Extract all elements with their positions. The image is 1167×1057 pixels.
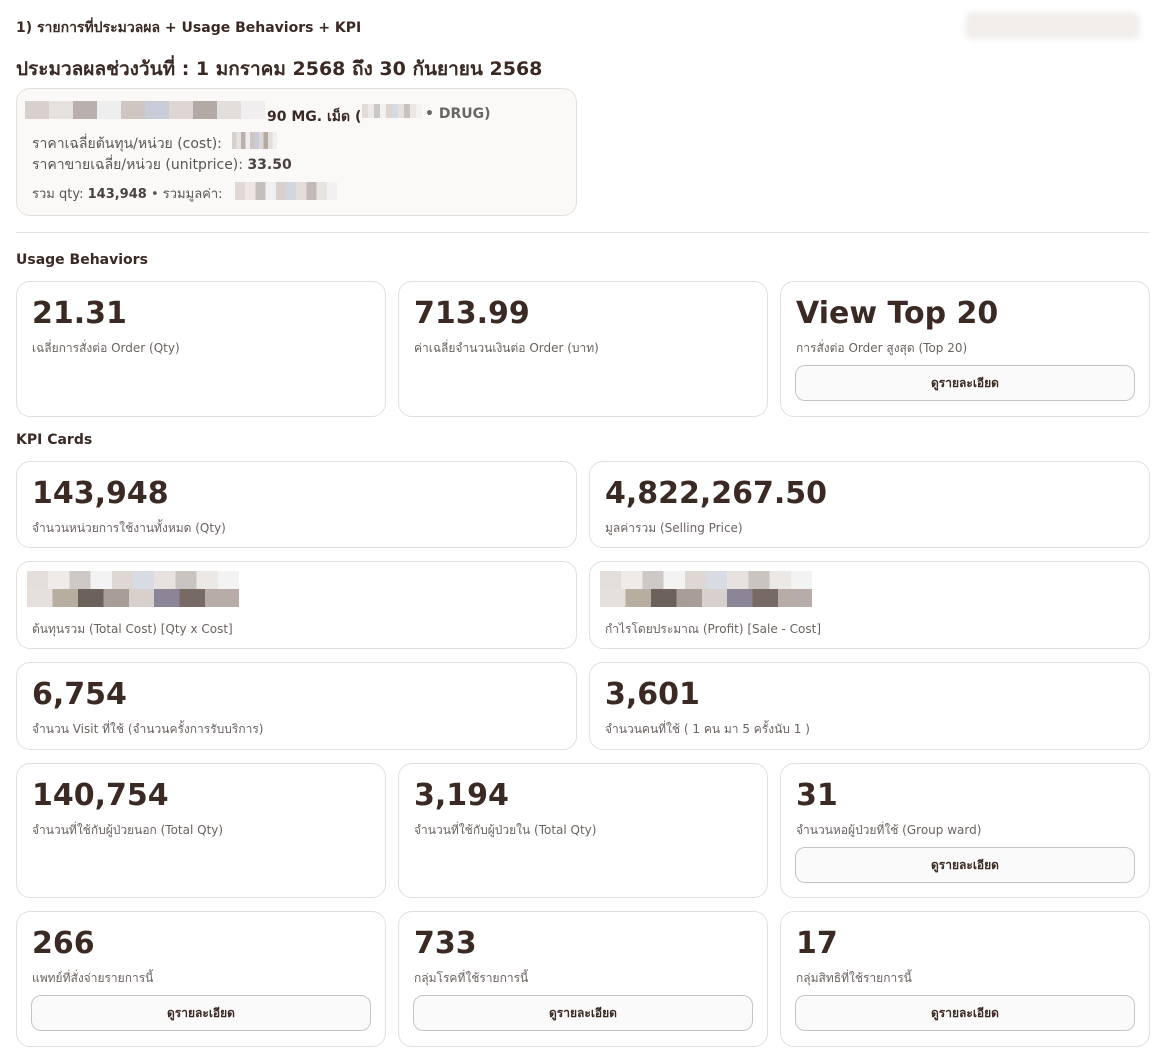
card-value: 140,754	[32, 778, 169, 813]
card-value: 3,601	[605, 677, 700, 712]
card-value: 733	[414, 926, 477, 961]
card-label: เฉลี่ยการสั่งต่อ Order (Qty)	[32, 341, 180, 355]
divider	[16, 232, 1149, 233]
period: ประมวลผลช่วงวันที่ : 1 มกราคม 2568 ถึง 3…	[16, 58, 543, 80]
card: ต้นทุนรวม (Total Cost) [Qty x Cost]	[16, 561, 577, 649]
card-value: 713.99	[414, 296, 530, 331]
card: 140,754 จำนวนที่ใช้กับผู้ป่วยนอก (Total Q…	[16, 763, 386, 898]
section-title: KPI Cards	[16, 432, 93, 448]
card-label: กลุ่มสิทธิที่ใช้รายการนี้	[796, 971, 912, 985]
qty: 143,948	[87, 187, 147, 202]
card-value: 21.31	[32, 296, 127, 331]
card: 3,194 จำนวนที่ใช้กับผู้ป่วยใน (Total Qty)	[398, 763, 768, 898]
card-label: มูลค่ารวม (Selling Price)	[605, 521, 743, 535]
card: 733 กลุ่มโรคที่ใช้รายการนี้ดูรายละเอียด	[398, 911, 768, 1047]
card-value: View Top 20	[796, 296, 999, 331]
redacted	[232, 132, 277, 149]
unitprice: 33.50	[247, 157, 292, 173]
card-label: จำนวนที่ใช้กับผู้ป่วยนอก (Total Qty)	[32, 823, 224, 837]
unitprice-row: ราคาขายเฉลี่ย/หน่วย (unitprice): 33.50	[32, 154, 292, 176]
redacted	[235, 182, 337, 200]
redacted	[25, 101, 265, 119]
card: View Top 20 การสั่งต่อ Order สูงสุด (Top …	[780, 281, 1150, 417]
card: 17 กลุ่มสิทธิที่ใช้รายการนี้ดูรายละเอียด	[780, 911, 1150, 1047]
redacted	[362, 104, 422, 118]
page-title: 1) รายการที่ประมวลผล + Usage Behaviors +…	[16, 20, 362, 36]
detail-button[interactable]: ดูรายละเอียด	[795, 365, 1135, 401]
card: 4,822,267.50 มูลค่ารวม (Selling Price)	[589, 461, 1150, 548]
card-value: 143,948	[32, 476, 169, 511]
qty-row: รวม qty: 143,948 • รวมมูลค่า:	[32, 183, 223, 204]
card-label: จำนวน Visit ที่ใช้ (จำนวนครั้งการรับบริก…	[32, 722, 264, 736]
redacted	[27, 589, 239, 607]
detail-button[interactable]: ดูรายละเอียด	[795, 847, 1135, 883]
redacted	[600, 571, 812, 589]
item-type: • DRUG)	[425, 106, 491, 122]
card-label: จำนวนที่ใช้กับผู้ป่วยใน (Total Qty)	[414, 823, 597, 837]
detail-button[interactable]: ดูรายละเอียด	[795, 995, 1135, 1031]
card: 3,601 จำนวนคนที่ใช้ ( 1 คน มา 5 ครั้งนับ …	[589, 662, 1150, 750]
unitprice-label: ราคาขายเฉลี่ย/หน่วย (unitprice):	[32, 157, 243, 173]
redacted	[600, 589, 812, 607]
redacted	[27, 571, 239, 589]
card-value: 17	[796, 926, 838, 961]
card-label: กำไรโดยประมาณ (Profit) [Sale - Cost]	[605, 622, 822, 636]
item-name: 90 MG. เม็ด (	[267, 109, 362, 125]
qty-label: รวม qty:	[32, 187, 84, 202]
detail-button[interactable]: ดูรายละเอียด	[413, 995, 753, 1031]
card-label: แพทย์ที่สั่งจ่ายรายการนี้	[32, 971, 154, 985]
detail-button[interactable]: ดูรายละเอียด	[31, 995, 371, 1031]
section-title: Usage Behaviors	[16, 252, 148, 268]
value-label: • รวมมูลค่า:	[150, 187, 223, 202]
card: 21.31 เฉลี่ยการสั่งต่อ Order (Qty)	[16, 281, 386, 417]
item-box: 90 MG. เม็ด ( • DRUG) ราคาเฉลี่ยต้นทุน/ห…	[16, 88, 577, 216]
card: 143,948 จำนวนหน่วยการใช้งานทั้งหมด (Qty)	[16, 461, 577, 548]
card-label: กลุ่มโรคที่ใช้รายการนี้	[414, 971, 529, 985]
card-value: 4,822,267.50	[605, 476, 828, 511]
card-value: 31	[796, 778, 838, 813]
card-label: จำนวนคนที่ใช้ ( 1 คน มา 5 ครั้งนับ 1 )	[605, 722, 810, 736]
card-label: ต้นทุนรวม (Total Cost) [Qty x Cost]	[32, 622, 233, 636]
card: 31 จำนวนหอผู้ป่วยที่ใช้ (Group ward) ดูราย…	[780, 763, 1150, 898]
card: 6,754 จำนวน Visit ที่ใช้ (จำนวนครั้งการรั…	[16, 662, 577, 750]
card: 266 แพทย์ที่สั่งจ่ายรายการนี้ดูรายละเอียด	[16, 911, 386, 1047]
redacted-button	[965, 12, 1140, 40]
card-label: การสั่งต่อ Order สูงสุด (Top 20)	[796, 341, 968, 355]
card-value: 6,754	[32, 677, 127, 712]
card-value: 266	[32, 926, 95, 961]
card: 713.99 ค่าเฉลี่ยจำนวนเงินต่อ Order (บาท)	[398, 281, 768, 417]
card-label: จำนวนหน่วยการใช้งานทั้งหมด (Qty)	[32, 521, 226, 535]
card: กำไรโดยประมาณ (Profit) [Sale - Cost]	[589, 561, 1150, 649]
card-label: จำนวนหอผู้ป่วยที่ใช้ (Group ward)	[796, 823, 982, 837]
cost-label: ราคาเฉลี่ยต้นทุน/หน่วย (cost):	[32, 136, 222, 152]
card-value: 3,194	[414, 778, 509, 813]
card-label: ค่าเฉลี่ยจำนวนเงินต่อ Order (บาท)	[414, 341, 599, 355]
